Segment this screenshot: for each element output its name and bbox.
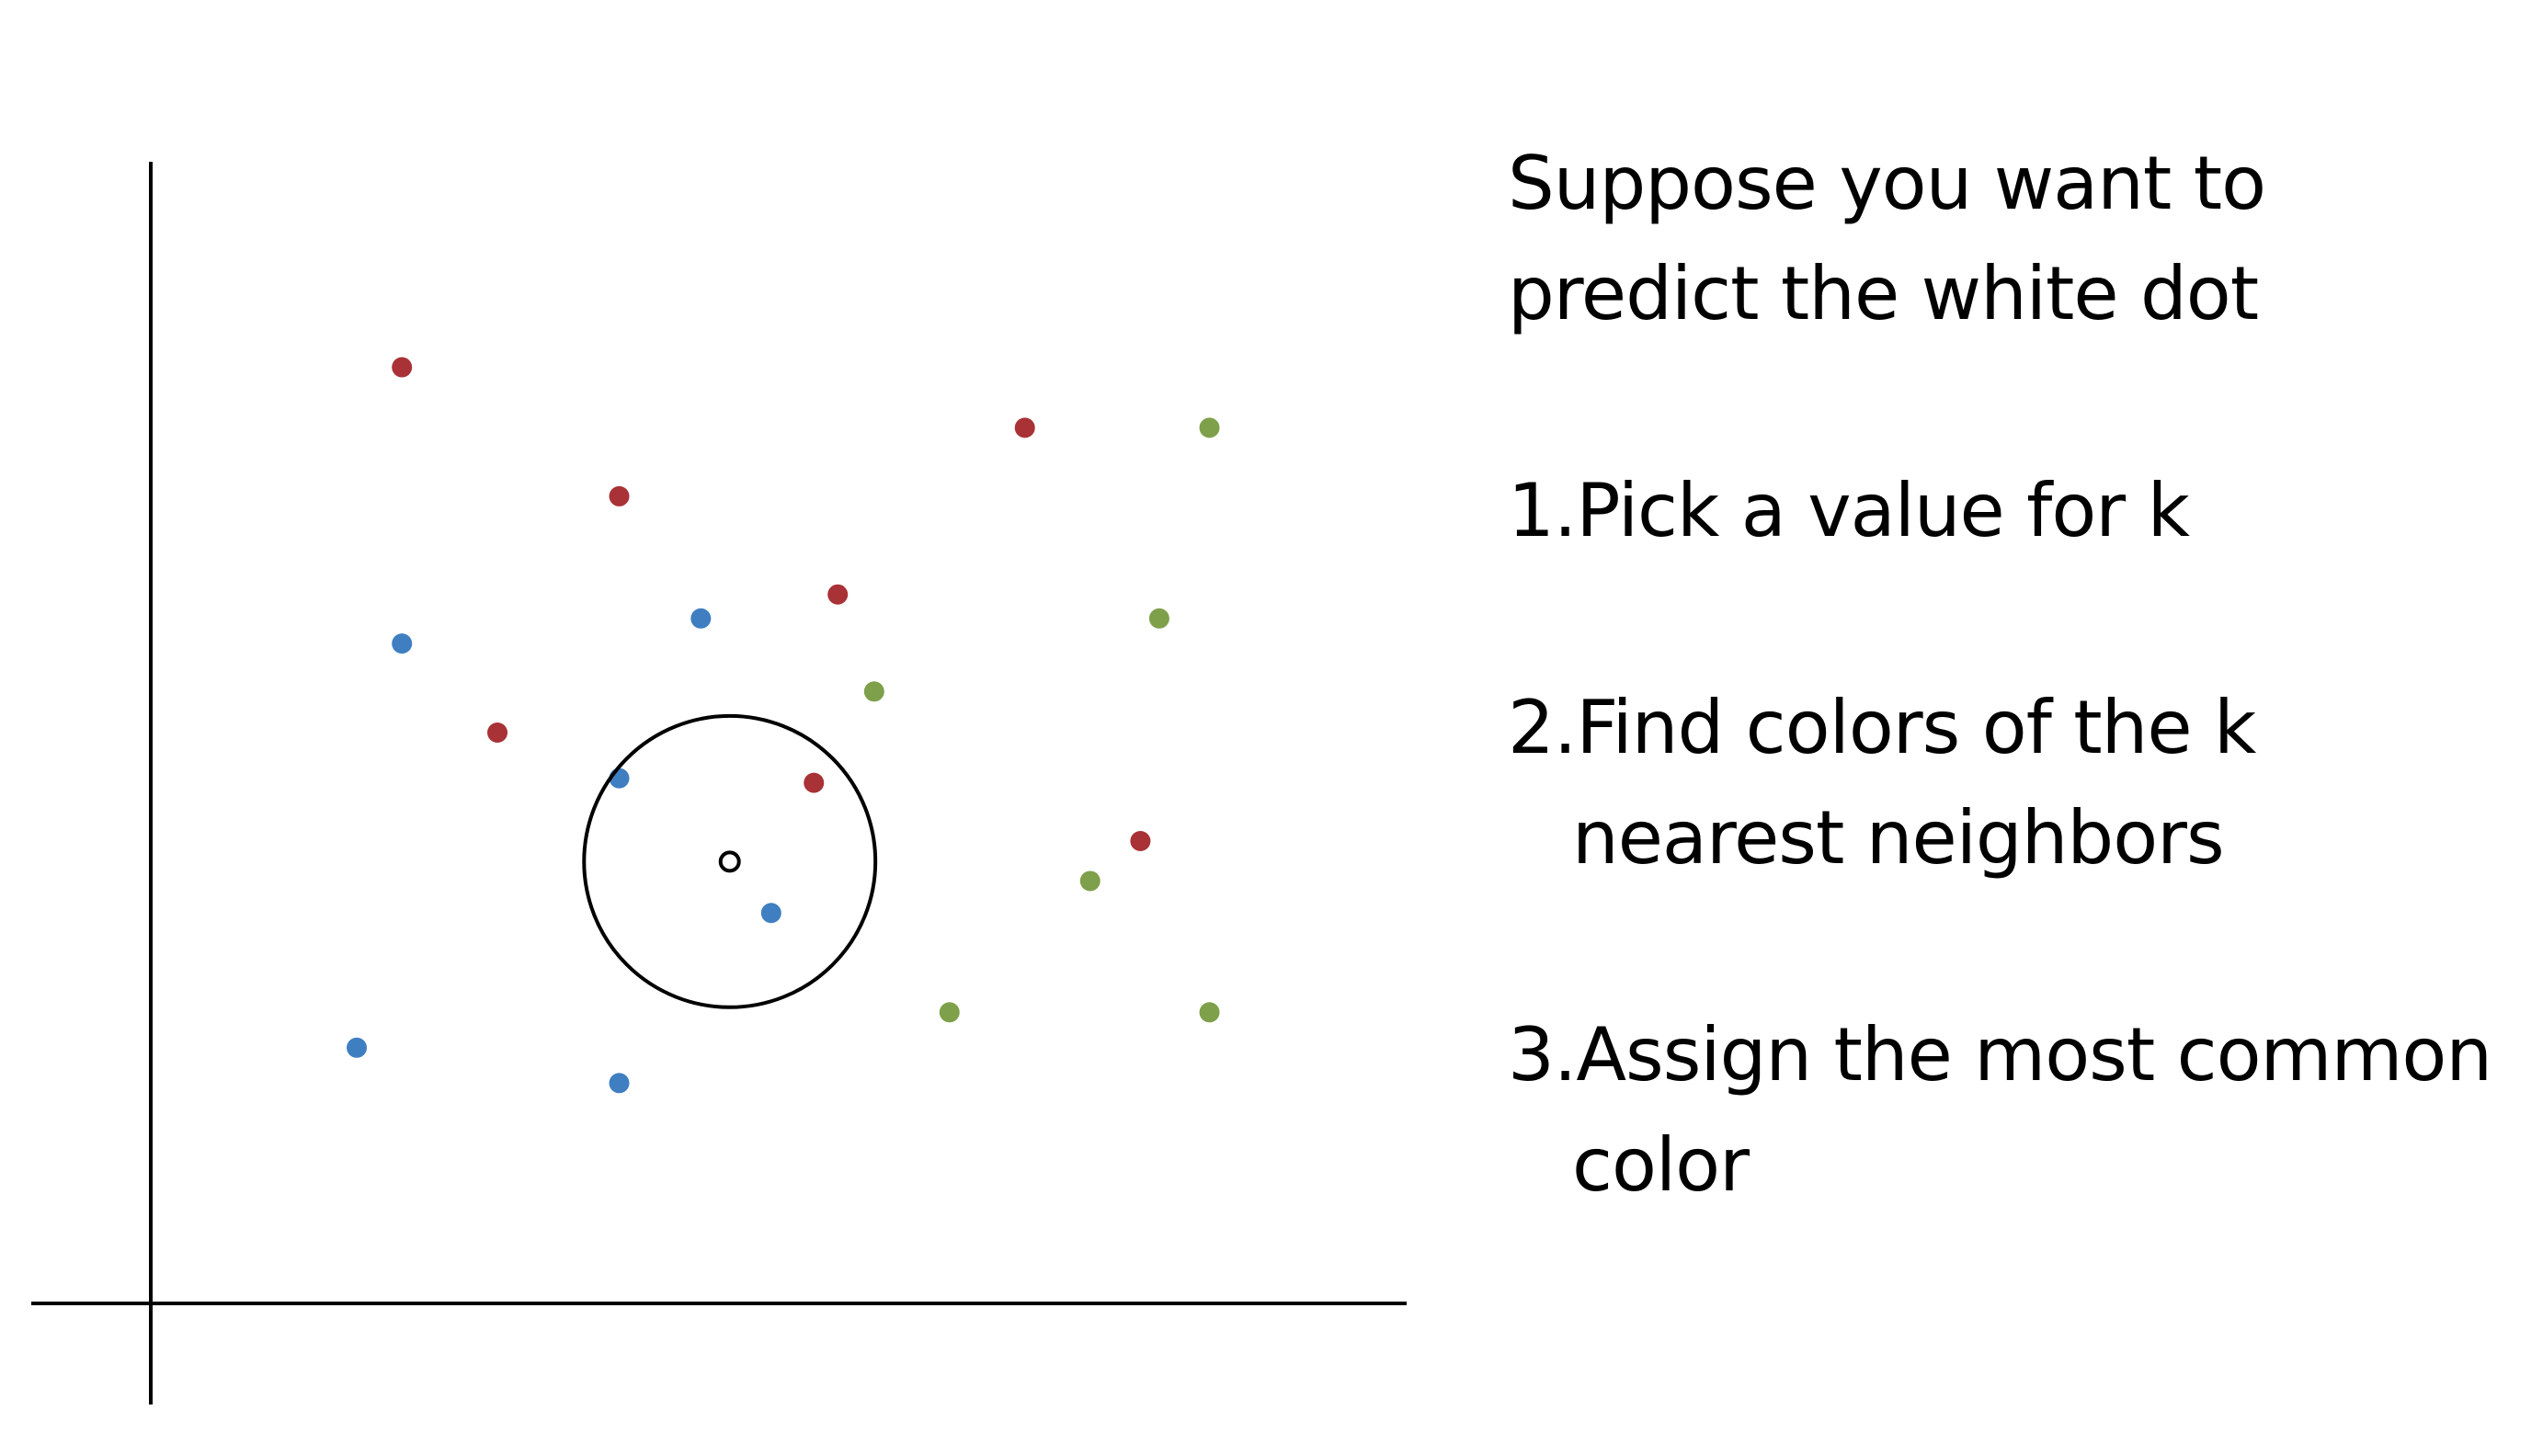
red-point-6 — [1014, 417, 1035, 438]
blue-point-4 — [760, 903, 781, 924]
green-point-4 — [1079, 870, 1100, 892]
k-neighborhood-circle — [582, 713, 878, 1009]
step-1-line-1: 1.Pick a value for k — [1508, 468, 2190, 553]
green-point-6 — [1199, 1002, 1220, 1023]
blue-point-2 — [690, 608, 712, 629]
step-3: 3.Assign the most common color — [1508, 1000, 2528, 1221]
knn-scatter-plot — [31, 162, 1407, 1405]
red-point-5 — [804, 772, 825, 793]
step-2-line-2: nearest neighbors — [1572, 795, 2225, 881]
green-point-3 — [863, 681, 884, 702]
intro-line-1: Suppose you want to — [1508, 141, 2266, 226]
blue-point-5 — [347, 1037, 368, 1058]
query-point-white-dot — [718, 850, 741, 873]
blue-point-6 — [609, 1073, 630, 1094]
step-2: 2.Find colors of the k nearest neighbors — [1508, 673, 2528, 893]
intro-line-2: predict the white dot — [1508, 251, 2259, 336]
step-3-line-2: color — [1572, 1122, 1750, 1208]
red-point-1 — [392, 357, 413, 378]
step-2-line-1: 2.Find colors of the k — [1508, 685, 2256, 770]
green-point-1 — [1199, 417, 1220, 438]
green-point-5 — [939, 1002, 960, 1023]
red-point-3 — [827, 584, 849, 605]
green-point-2 — [1148, 608, 1169, 629]
blue-point-1 — [392, 633, 413, 654]
instructions-text: Suppose you want to predict the white do… — [1508, 129, 2528, 1327]
red-point-7 — [1130, 830, 1151, 851]
red-point-4 — [487, 722, 508, 743]
step-3-line-1: 3.Assign the most common — [1508, 1012, 2492, 1098]
red-point-2 — [609, 485, 630, 506]
step-1: 1.Pick a value for k — [1508, 456, 2528, 566]
intro-paragraph: Suppose you want to predict the white do… — [1508, 129, 2528, 349]
